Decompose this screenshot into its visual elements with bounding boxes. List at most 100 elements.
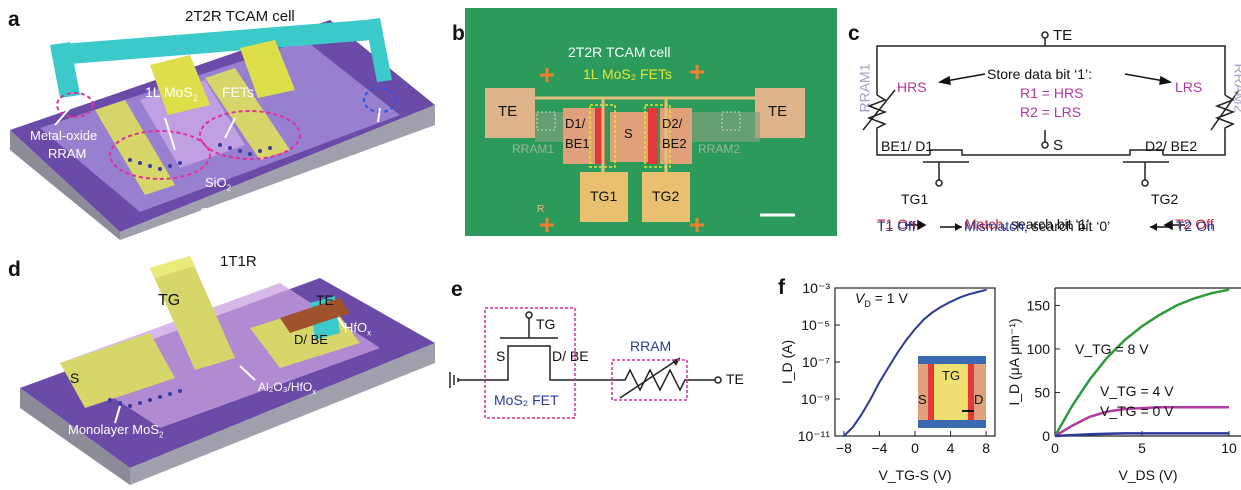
tg1-label: TG1 [590, 188, 618, 204]
y-tick-label: 10⁻¹¹ [798, 428, 831, 444]
x-tick-label: −4 [871, 440, 887, 456]
transfer-chart: −8 −4 0 4 8 10⁻¹¹ 10⁻⁹ 10⁻⁷ 10⁻⁵ 10⁻³ V_TG-S (V) I_… [779, 280, 996, 483]
te-terminal: TE [1053, 27, 1073, 44]
data-point [860, 413, 863, 416]
r2-eq: R2 = LRS [1020, 104, 1082, 120]
te-right-label: TE [768, 103, 788, 120]
inset-s: S [918, 392, 927, 407]
be1-label: BE1 [565, 136, 590, 151]
data-point [869, 398, 872, 400]
data-point [949, 300, 952, 303]
t1on-label: T1 On [877, 216, 916, 232]
te-left-label: TE [498, 103, 518, 120]
optical-micrograph [465, 8, 837, 236]
rram1-label: RRAM1 [512, 142, 555, 156]
s-label: S [70, 370, 80, 386]
data-point [976, 291, 979, 293]
rram1-vertical-label: RRAM1 [856, 63, 873, 113]
tg-label: TG [158, 292, 181, 309]
corner-marker: R [537, 204, 545, 215]
monolayer-label: Monolayer MoS2 [68, 422, 164, 440]
t2off-label: T2 Off [1175, 216, 1214, 232]
rram2-label: RRAM2 [698, 142, 741, 156]
panel-a: a 2T2R TCAM cell 1L MoS2 FETs Metal-oxid… [0, 0, 440, 240]
panel-title: 1T1R [220, 253, 257, 270]
panel-letter: b [452, 22, 465, 45]
mos2-label: 1L MoS2 [145, 84, 198, 103]
tg-label: TG [536, 316, 556, 332]
be1d1-label: BE1/ D1 [881, 138, 934, 154]
tcam-circuit [862, 31, 1240, 231]
hrs-label: HRS [897, 79, 927, 95]
panel-letter: a [8, 8, 20, 31]
panel-letter: c [848, 22, 860, 45]
d2-label: D2/ [662, 116, 683, 131]
d1-label: D1/ [565, 116, 586, 131]
dbe-label: D/ BE [294, 332, 328, 347]
rram2-vertical-label: RRAM2 [1231, 63, 1241, 113]
data-point [940, 305, 943, 308]
panel-title: 2T2R TCAM cell [185, 8, 295, 25]
rram-right-label-1: Metal-oxide [345, 156, 413, 171]
data-point [905, 339, 907, 342]
data-point [843, 435, 845, 437]
te-pad-left [485, 88, 535, 138]
y-tick-label: 10⁻⁵ [801, 317, 830, 333]
data-point [887, 366, 890, 369]
panel-letter: f [778, 276, 785, 299]
x-tick-label: 0 [911, 440, 919, 456]
tg2-label: TG2 [1151, 191, 1179, 207]
y-axis-label: I_D (μA μm⁻¹) [1006, 318, 1022, 405]
x-tick-label: −8 [836, 440, 852, 456]
vd-annotation: VD = 1 V [855, 290, 908, 309]
series-line [1054, 432, 1229, 438]
1t1r-circuit [449, 307, 722, 419]
series-line [1053, 288, 1230, 437]
te-label: TE [726, 371, 744, 387]
panel-letter: e [451, 278, 463, 301]
panel-e: e TG S D/ BE RRAM MoS₂ FET TE [440, 268, 770, 468]
r1-eq: R1 = HRS [1020, 85, 1084, 101]
s-label: S [496, 348, 506, 364]
y-tick-label: 0 [1042, 428, 1050, 444]
sio2-label: SiO2 [205, 175, 232, 193]
inset-scale-bar [962, 410, 974, 412]
data-point [923, 318, 925, 321]
data-point [851, 426, 854, 428]
device-3d-2t2r [10, 18, 435, 240]
te-label: TE [316, 292, 334, 308]
be2-label: BE2 [662, 136, 687, 151]
inset-d: D [974, 392, 984, 407]
data-point [896, 352, 899, 354]
data-point [931, 311, 934, 313]
si-label: Si [200, 205, 212, 220]
panel-c: c TE S RRAM1 RRAM2 [845, 0, 1241, 245]
arrow-icon [1150, 223, 1172, 231]
y-tick-label: 10⁻⁹ [801, 391, 830, 407]
store-label: Store data bit ‘1’: [987, 66, 1093, 82]
tg2-label: TG2 [652, 188, 680, 204]
series-label: V_TG = 8 V [1075, 341, 1149, 357]
x-tick-label: 10 [1221, 440, 1237, 456]
panel-b: b 2T2R TCAM cell 1L MoS₂ FETs TE TE D1/ [450, 0, 845, 238]
mosfet-label: MoS₂ FET [494, 392, 559, 408]
fets-label: FETs [222, 84, 254, 100]
data-point [985, 288, 987, 291]
data-point [958, 296, 961, 299]
y-axis-label: I_D (A) [779, 340, 795, 384]
series-label: V_TG = 4 V [1100, 383, 1174, 399]
panel-f: f −8 −4 0 4 8 10⁻¹¹ 10⁻⁹ 10⁻⁷ 10⁻⁵ 10⁻³ V_TG-S (V)… [770, 268, 1241, 485]
x-tick-label: 8 [982, 440, 990, 456]
dbe-label: D/ BE [552, 348, 589, 364]
series-line [1054, 406, 1229, 438]
data-point [967, 293, 970, 296]
y-tick-label: 10⁻⁷ [802, 354, 830, 370]
x-tick-label: 5 [1138, 440, 1146, 456]
panel-letter: d [8, 258, 21, 281]
micrograph-subtitle: 1L MoS₂ FETs [583, 66, 672, 82]
rram-right-label-2: RRAM [368, 174, 407, 189]
s-terminal: S [1053, 137, 1064, 154]
t2on-label: T2 On [1176, 218, 1215, 234]
x-tick-label: 0 [1051, 440, 1059, 456]
